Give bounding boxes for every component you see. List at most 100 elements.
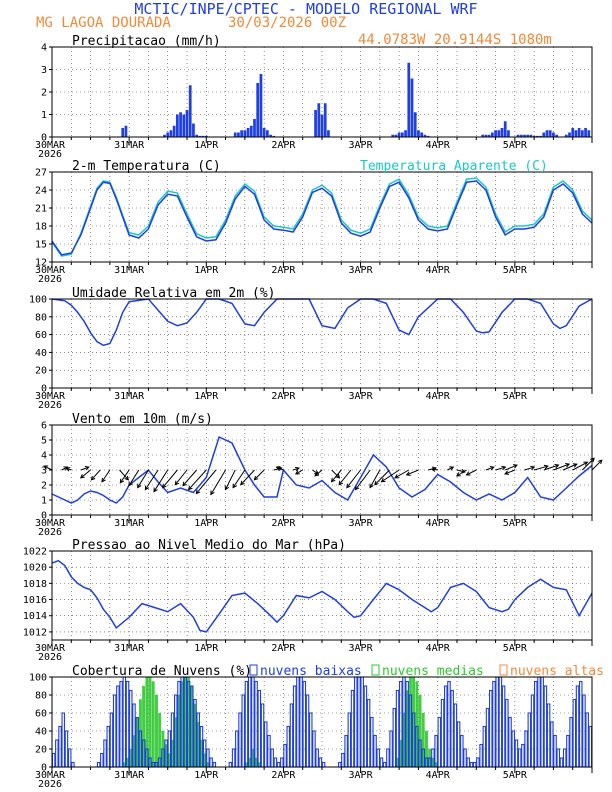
precip-bar xyxy=(323,103,327,137)
wind-barb-head xyxy=(79,473,85,479)
wind-barb xyxy=(331,469,340,479)
wind-barb-head xyxy=(161,483,167,489)
cloud-bar-baixas xyxy=(308,712,313,768)
precip-bar xyxy=(484,134,488,137)
precip-bar xyxy=(577,128,581,137)
wind-barb xyxy=(406,469,419,476)
pressure-ytick-label: 1012 xyxy=(23,627,47,638)
cloud-bar-baixas xyxy=(241,694,246,768)
precip-bar xyxy=(516,134,520,137)
pressure-ytick-label: 1014 xyxy=(23,611,47,622)
wind-date-year: 2026 xyxy=(38,527,62,538)
wind-barb-head xyxy=(63,466,69,471)
rh-ytick-label: 20 xyxy=(35,366,47,377)
wind-barb-head xyxy=(43,465,49,470)
clouds-title: Cobertura de Nuvens (%) xyxy=(72,664,252,679)
precip-bar xyxy=(243,130,247,137)
pressure-date-year: 2026 xyxy=(38,652,62,663)
wind-barb-head xyxy=(512,464,518,469)
wind-barb-head xyxy=(583,461,589,466)
cloud-bar-baixas xyxy=(460,734,464,768)
cloud-bar-baixas xyxy=(447,680,451,768)
cloud-bar-baixas xyxy=(353,676,358,768)
cloud-bar-baixas xyxy=(537,676,541,768)
wind-barb-head xyxy=(128,481,133,487)
rh-title: Umidade Relativa em 2m (%) xyxy=(72,286,276,301)
precip-ytick-label: 1 xyxy=(41,110,47,121)
cloud-bar-baixas xyxy=(434,734,438,768)
cloud-bar-baixas xyxy=(463,748,467,768)
wind-barb-head xyxy=(277,466,283,472)
temp-date-label: 1APR xyxy=(194,265,219,276)
pressure-ytick-label: 1022 xyxy=(23,547,47,558)
wind-barb-head xyxy=(354,485,360,491)
wind-barb-head xyxy=(394,474,400,479)
pressure-ytick-label: 1018 xyxy=(23,579,47,590)
wind-barb-head xyxy=(465,471,471,476)
cloud-bar-baixas xyxy=(540,676,544,768)
cloud-bar-baixas xyxy=(443,685,448,768)
cloud-bar-baixas xyxy=(366,698,371,768)
wind-barb xyxy=(543,464,559,471)
precip-bar xyxy=(265,130,269,137)
wind-ytick-label: 0 xyxy=(41,511,47,522)
wind-barb xyxy=(210,469,227,495)
precip-bar xyxy=(269,134,272,137)
precip-bar xyxy=(185,110,189,137)
precip-date-label: 3APR xyxy=(349,140,374,151)
wind-barb-head xyxy=(530,465,536,471)
cloud-bar-baixas xyxy=(476,757,480,768)
rh-date-label: 3APR xyxy=(349,391,374,402)
cloud-bar-baixas xyxy=(556,748,561,768)
cloud-bar-baixas xyxy=(517,748,522,768)
cloud-bar-baixas xyxy=(116,685,120,768)
wind-barb-head xyxy=(174,480,180,486)
wind-ytick-label: 6 xyxy=(41,421,47,432)
cloud-bar-baixas xyxy=(296,676,300,768)
cloud-bar-baixas xyxy=(395,689,400,768)
cloud-bar-baixas xyxy=(450,689,454,768)
precip-bar xyxy=(487,134,491,137)
precip-bar xyxy=(175,114,179,137)
clouds-date-label: 31MAR xyxy=(114,770,145,781)
cloud-bar-baixas xyxy=(231,748,236,768)
wind-barb-head xyxy=(501,465,507,471)
wind-barb xyxy=(572,461,588,471)
precip-bar xyxy=(417,130,420,137)
wind-line xyxy=(51,435,593,504)
wind-barb xyxy=(188,469,207,490)
wind-ytick-label: 1 xyxy=(41,496,47,507)
temp-ytick-label: 24 xyxy=(35,186,47,197)
precip-bar xyxy=(314,110,317,137)
wind-date-label: 2APR xyxy=(271,518,296,529)
clouds-ytick-label: 0 xyxy=(41,763,47,774)
wind-barb xyxy=(562,463,577,471)
precip-bar xyxy=(580,130,584,137)
wind-barb xyxy=(553,463,570,471)
precip-bar xyxy=(201,135,205,137)
cloud-bar-baixas xyxy=(100,752,104,768)
wind-barb xyxy=(338,469,352,486)
precip-bar xyxy=(124,125,128,137)
cloud-bar-baixas xyxy=(456,721,461,768)
cloud-bar-baixas xyxy=(55,739,59,768)
wind-barb xyxy=(534,465,549,471)
wind-barb xyxy=(43,465,53,471)
precip-date-label: 2APR xyxy=(271,140,296,151)
precip-date-label: 1APR xyxy=(194,140,219,151)
precip-bar xyxy=(262,128,266,137)
cloud-legend-label: nuvens medias xyxy=(382,664,484,679)
cloud-bar-baixas xyxy=(212,761,217,768)
precip-bar xyxy=(320,114,324,137)
pressure-date-label: 4APR xyxy=(426,643,451,654)
clouds-date-label: 1APR xyxy=(194,770,219,781)
precip-bar xyxy=(587,130,591,137)
cloud-bar-baixas xyxy=(337,761,342,768)
precip-bar xyxy=(584,128,587,137)
cloud-bar-baixas xyxy=(511,730,516,768)
wind-barb-head xyxy=(543,464,549,470)
precip-bar xyxy=(490,132,494,137)
